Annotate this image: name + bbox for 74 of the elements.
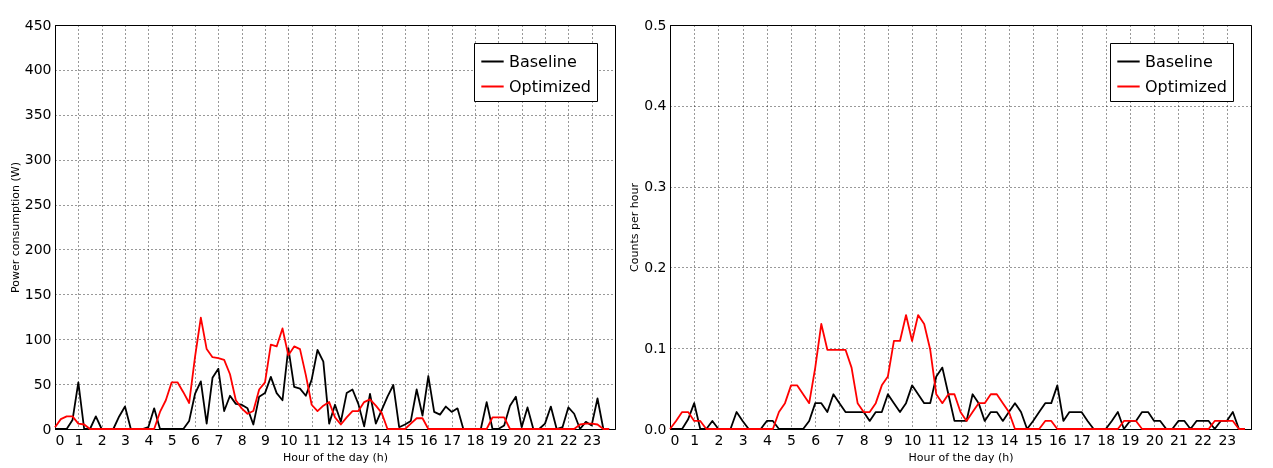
y-tick-label: 200 [24,240,52,257]
legend-label: Baseline [509,51,577,71]
x-tick-label: 0 [670,431,680,448]
y-tick-label: 50 [33,375,52,392]
x-tick-label: 1 [690,431,700,448]
x-tick-label: 11 [927,431,946,448]
y-tick-label: 300 [24,151,52,168]
x-axis-title: Hour of the day (h) [283,450,388,464]
y-tick-label: 150 [24,285,52,302]
x-tick-label: 1 [74,431,84,448]
x-tick-label: 20 [513,431,532,448]
x-tick-label: 6 [811,431,821,448]
x-tick-label: 5 [787,431,796,448]
x-tick-label: 22 [1194,431,1212,448]
x-tick-label: 10 [279,431,298,448]
x-tick-label: 4 [144,431,154,448]
x-tick-label: 3 [738,431,748,448]
legend-label: Baseline [1145,51,1213,71]
x-tick-label: 15 [1024,431,1043,448]
y-tick-label: 400 [24,61,52,78]
x-tick-label: 12 [952,431,970,448]
x-tick-label: 21 [536,431,555,448]
x-tick-label: 18 [1097,431,1116,448]
y-tick-label: 0.1 [644,339,667,356]
x-tick-label: 8 [859,431,869,448]
x-tick-label: 23 [583,431,602,448]
x-tick-label: 15 [396,431,415,448]
y-axis-title: Counts per hour [628,182,642,272]
x-tick-label: 17 [1073,431,1091,448]
x-tick-label: 2 [97,431,107,448]
x-tick-label: 7 [214,431,224,448]
y-tick-label: 0 [42,420,52,437]
y-tick-label: 0.4 [644,97,667,114]
y-tick-label: 0.3 [644,178,667,195]
x-tick-label: 9 [883,431,893,448]
y-tick-label: 0.5 [644,16,667,33]
x-tick-label: 11 [303,431,322,448]
x-tick-label: 16 [419,431,438,448]
x-tick-label: 19 [489,431,508,448]
x-tick-label: 0 [55,431,65,448]
x-tick-label: 20 [1145,431,1164,448]
x-tick-label: 19 [1121,431,1140,448]
x-tick-label: 5 [167,431,177,448]
legend-label: Optimized [509,76,591,96]
x-tick-label: 13 [976,431,995,448]
x-tick-label: 16 [1048,431,1067,448]
x-tick-label: 17 [443,431,462,448]
legend-label: Optimized [1145,76,1227,96]
x-tick-label: 9 [261,431,270,448]
y-tick-label: 250 [24,196,52,213]
x-tick-label: 4 [762,431,772,448]
x-tick-label: 23 [1218,431,1237,448]
x-tick-label: 13 [349,431,368,448]
x-tick-label: 6 [191,431,201,448]
y-tick-label: 0.2 [644,258,667,275]
x-tick-label: 14 [373,431,392,448]
x-tick-label: 10 [903,431,922,448]
y-tick-label: 100 [24,330,52,347]
x-tick-label: 8 [237,431,247,448]
x-tick-label: 12 [326,431,345,448]
x-axis-title: Hour of the day (h) [908,450,1014,464]
y-tick-label: 450 [24,16,52,33]
line-series [669,314,1246,430]
x-tick-label: 7 [835,431,845,448]
x-tick-label: 3 [121,431,130,448]
y-axis-title: Power consumption (W) [8,162,22,293]
y-tick-label: 0.0 [644,420,667,437]
x-tick-label: 18 [466,431,485,448]
x-tick-label: 21 [1169,431,1188,448]
x-tick-label: 22 [559,431,578,448]
y-tick-label: 350 [24,106,52,123]
x-tick-label: 14 [1000,431,1019,448]
line-series [54,316,611,430]
x-tick-label: 2 [714,431,724,448]
